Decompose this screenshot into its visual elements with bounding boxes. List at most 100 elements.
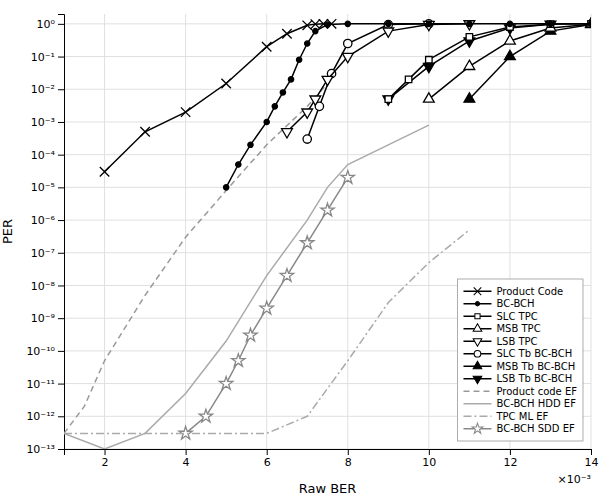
x-tick-mark (510, 449, 511, 455)
legend-item: Product code EF (463, 386, 577, 397)
series (383, 21, 556, 105)
series-marker (262, 42, 271, 51)
y-tick-label: 10⁻⁹ (31, 312, 55, 325)
legend-swatch (463, 403, 491, 405)
legend-marker (473, 339, 482, 346)
legend-item: SLC TPC (463, 311, 537, 322)
y-tick-mark (58, 24, 64, 25)
legend-label: Product Code (496, 286, 563, 297)
legend-swatch (463, 416, 491, 418)
series-layer (64, 18, 591, 449)
series-marker (100, 167, 109, 176)
series-marker (313, 28, 318, 33)
series (179, 171, 354, 440)
series-marker (288, 77, 293, 82)
y-axis: 10⁻¹³10⁻¹²10⁻¹¹10⁻¹⁰10⁻⁹10⁻⁸10⁻⁷10⁻⁶10⁻⁵… (26, 15, 64, 457)
legend-item: SLC Tb BC-BCH (463, 348, 572, 359)
series-marker (464, 21, 475, 30)
series-marker (248, 142, 253, 147)
x-tick-label: 4 (183, 456, 190, 469)
series-marker (181, 107, 190, 116)
series-marker (264, 119, 269, 124)
legend-item: LSB Tb BC-BCH (463, 373, 572, 384)
y-grid-line (64, 252, 591, 253)
series-marker (426, 56, 432, 62)
y-tick-mark (58, 89, 64, 90)
legend-swatch (463, 391, 491, 393)
y-tick: 10⁻⁶ (31, 214, 64, 227)
series-marker (244, 328, 257, 341)
y-tick: 10⁻⁷ (31, 247, 64, 260)
legend-item: BC-BCH (463, 298, 534, 309)
legend-marker (475, 314, 480, 319)
y-tick-mark (58, 57, 64, 58)
series-line (105, 24, 332, 172)
series-line (64, 83, 328, 433)
series-marker (282, 29, 291, 38)
legend-label: Product code EF (496, 386, 577, 397)
y-tick: 10⁰ (37, 18, 64, 31)
series (64, 125, 429, 449)
series-marker (426, 21, 431, 26)
series-marker (588, 21, 591, 27)
x-tick-mark (429, 449, 430, 455)
legend-marker (473, 376, 482, 383)
series-marker (321, 203, 334, 216)
y-tick-mark (58, 449, 64, 450)
series-marker (327, 19, 336, 28)
y-tick-label: 10⁻¹¹ (26, 378, 55, 391)
series-marker (341, 171, 354, 184)
x-tick-label: 12 (503, 456, 517, 469)
legend-marker (473, 361, 482, 368)
series-marker (322, 76, 333, 85)
series-marker (236, 162, 241, 167)
series-marker (302, 109, 313, 118)
series-line (429, 24, 591, 99)
x-tick-mark (348, 449, 349, 455)
y-tick-label: 10⁻² (31, 83, 55, 96)
series-marker (272, 104, 277, 109)
series-line (64, 230, 469, 433)
y-tick-label: 10⁰ (37, 18, 56, 31)
series-marker (260, 301, 273, 314)
series-marker (224, 185, 229, 190)
y-tick-mark (58, 155, 64, 156)
series (385, 21, 591, 103)
legend-label: BC-BCH (496, 298, 534, 309)
legend-marker (473, 324, 482, 331)
x-axis-title: Raw BER (299, 481, 357, 496)
legend-item: BC-BCH SDD EF (463, 423, 575, 434)
series (464, 18, 591, 102)
y-tick-mark (58, 416, 64, 417)
series-marker (221, 79, 230, 88)
legend-label: MSB TPC (496, 323, 540, 334)
y-tick-label: 10⁻¹³ (26, 443, 55, 456)
legend-item: TPC ML EF (463, 411, 548, 422)
y-axis-title: PER (0, 219, 15, 244)
y-tick-mark (58, 220, 64, 221)
y-tick: 10⁻¹² (26, 410, 64, 423)
y-tick: 10⁻¹³ (26, 443, 64, 456)
y-tick: 10⁻⁵ (31, 181, 64, 194)
series-marker (464, 60, 475, 69)
legend-marker (475, 302, 479, 306)
x-axis: 2468101214 (65, 449, 599, 469)
series-marker (588, 21, 591, 26)
series-marker (467, 21, 472, 26)
series-line (287, 24, 469, 132)
legend-label: BC-BCH HDD EF (496, 398, 576, 409)
x-tick-label: 8 (345, 456, 352, 469)
y-tick-label: 10⁻⁷ (31, 247, 55, 260)
legend-label: TPC ML EF (495, 411, 548, 422)
series-marker (466, 34, 472, 40)
y-tick-label: 10⁻⁵ (31, 181, 55, 194)
y-axis-line (58, 15, 65, 450)
series-marker (232, 354, 245, 367)
y-tick: 10⁻¹ (31, 51, 64, 64)
series-marker (199, 409, 212, 422)
x-tick-label: 6 (264, 456, 271, 469)
x-tick: 2 (102, 449, 109, 469)
x-axis-line (65, 450, 592, 456)
series (100, 19, 336, 176)
series-marker (305, 41, 310, 46)
